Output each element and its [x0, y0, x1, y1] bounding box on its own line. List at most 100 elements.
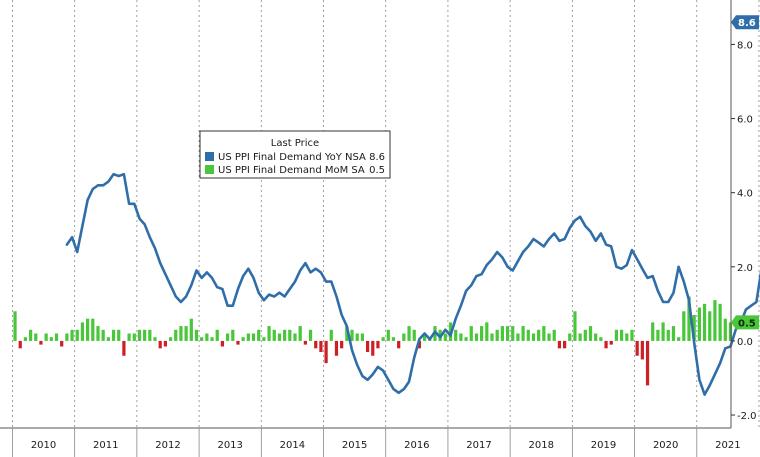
mom-bar	[127, 333, 131, 341]
legend-header: Last Price	[271, 138, 319, 149]
mom-bar	[609, 340, 613, 345]
mom-bar	[677, 337, 681, 341]
mom-bar	[692, 314, 696, 341]
legend-swatch-yoy	[205, 152, 214, 161]
year-label-2011: 2011	[93, 440, 118, 451]
mom-bar	[723, 318, 727, 341]
mom-bar	[640, 340, 644, 360]
mom-bar	[179, 326, 183, 341]
last-value-badge-mom: 0.5	[731, 315, 759, 330]
mom-bar	[718, 303, 722, 341]
year-label-2017: 2017	[466, 440, 491, 451]
legend-swatch-mom	[205, 165, 214, 174]
mom-bar	[34, 333, 38, 341]
mom-bar	[542, 326, 546, 341]
mom-bar	[267, 326, 271, 341]
mom-bar	[656, 329, 660, 341]
mom-bar	[568, 333, 572, 341]
legend: Last Price US PPI Final Demand YoY NSA 8…	[199, 130, 391, 179]
mom-bar	[552, 329, 556, 341]
mom-bar	[241, 337, 245, 341]
mom-bar	[137, 329, 142, 341]
mom-bar	[376, 340, 380, 349]
mom-bar	[194, 329, 199, 341]
grid-layer	[12, 0, 760, 428]
mom-bar	[54, 333, 59, 341]
y-tick-label-0: -2.0	[737, 411, 757, 422]
mom-bar	[526, 329, 530, 341]
mom-bar	[236, 340, 240, 345]
y-tick-label-5: 8.0	[737, 40, 753, 51]
mom-bar	[485, 322, 489, 341]
mom-bar	[728, 322, 733, 341]
mom-bar	[153, 337, 157, 341]
y-tick-label-3: 4.0	[737, 189, 753, 200]
mom-bar	[531, 333, 536, 341]
mom-bar	[516, 333, 520, 341]
mom-bar	[635, 340, 639, 356]
mom-bar	[583, 329, 587, 341]
mom-bar	[469, 326, 473, 341]
mom-bar	[86, 318, 90, 341]
mom-bar	[687, 296, 691, 341]
mom-bar	[148, 329, 152, 341]
mom-bar	[588, 326, 593, 341]
mom-bar	[225, 333, 230, 341]
mom-bar	[298, 326, 302, 341]
last-value-badges: 8.6 0.5	[731, 15, 759, 330]
year-label-2013: 2013	[217, 440, 242, 451]
mom-bar	[697, 307, 701, 341]
mom-bar	[246, 333, 250, 341]
mom-bar	[614, 329, 619, 341]
mom-bar	[402, 333, 406, 341]
mom-bar	[671, 326, 676, 341]
mom-bar	[200, 337, 204, 341]
mom-bar	[184, 326, 188, 341]
legend-label-yoy: US PPI Final Demand YoY NSA	[218, 152, 366, 163]
mom-bar	[547, 333, 551, 341]
mom-bar	[13, 311, 17, 341]
mom-bar	[18, 340, 22, 349]
mom-bar	[713, 300, 717, 341]
mom-bar	[101, 329, 105, 341]
mom-bar	[397, 340, 401, 349]
mom-bar	[314, 340, 318, 349]
mom-bar	[111, 329, 116, 341]
mom-bar	[70, 329, 74, 341]
mom-bar	[371, 340, 375, 356]
year-label-2018: 2018	[529, 440, 554, 451]
mom-bar	[651, 322, 655, 341]
mom-bar	[521, 326, 525, 341]
mom-bar	[537, 329, 541, 341]
year-label-2014: 2014	[280, 440, 305, 451]
mom-bar	[645, 340, 650, 386]
mom-bar	[220, 340, 225, 347]
mom-bar	[143, 329, 147, 341]
mom-bar	[96, 326, 100, 341]
mom-bar	[661, 322, 665, 341]
mom-bar	[251, 333, 256, 341]
mom-bar	[319, 340, 323, 353]
mom-bar	[386, 329, 390, 341]
mom-bar	[412, 329, 416, 341]
mom-bar	[272, 329, 276, 341]
y-tick-label-2: 2.0	[737, 263, 753, 274]
mom-bar	[340, 340, 344, 349]
mom-bar	[205, 333, 209, 341]
legend-value-yoy: 8.6	[369, 152, 385, 163]
mom-bar	[44, 333, 48, 341]
mom-bar	[262, 337, 266, 341]
badge-shape	[731, 15, 759, 30]
legend-value-mom: 0.5	[369, 165, 385, 176]
mom-bar	[360, 333, 364, 341]
mom-bar	[345, 326, 349, 341]
mom-bar	[625, 333, 629, 341]
mom-bar	[117, 329, 121, 341]
badge-value: 0.5	[738, 318, 756, 329]
mom-bar	[630, 329, 634, 341]
mom-bar	[303, 340, 307, 345]
mom-bar	[511, 326, 515, 341]
mom-bar	[158, 340, 162, 349]
mom-bar	[708, 311, 712, 341]
mom-bar	[604, 340, 608, 349]
